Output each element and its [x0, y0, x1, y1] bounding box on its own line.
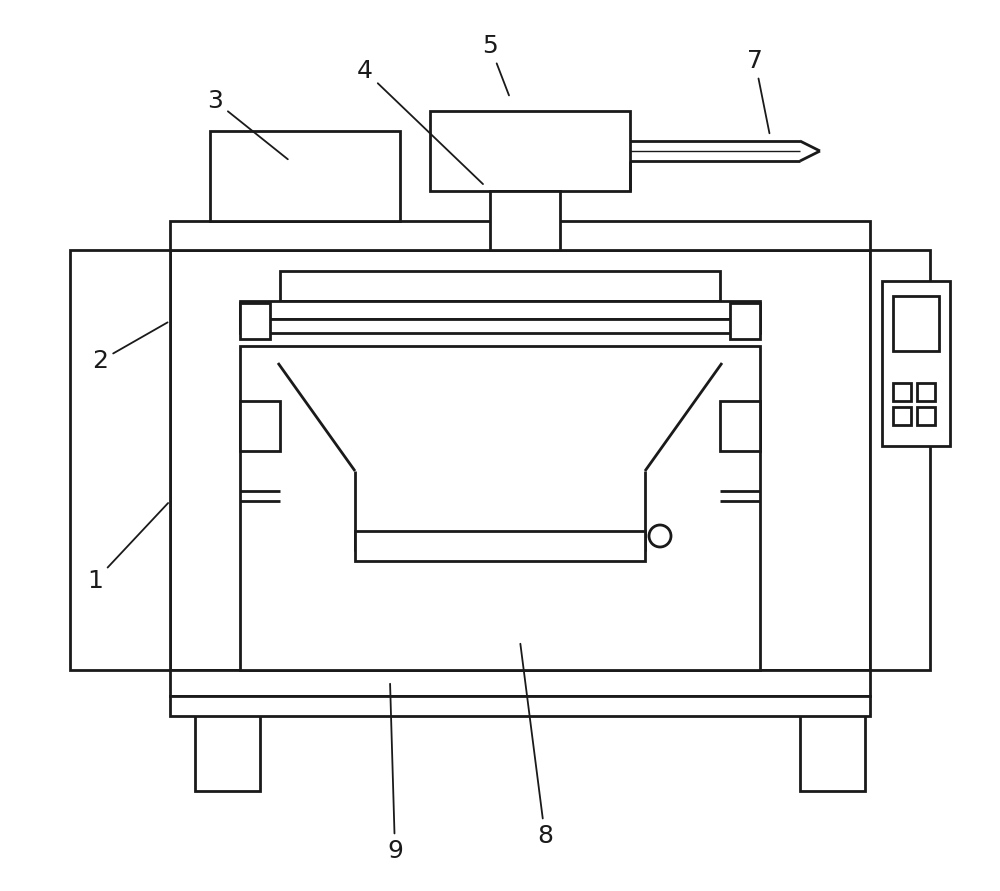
Bar	[870, 250, 930, 670]
Bar	[490, 191, 560, 250]
Text: 7: 7	[747, 49, 769, 134]
Bar	[210, 131, 400, 221]
Text: 2: 2	[92, 323, 168, 373]
Bar	[730, 303, 760, 339]
Bar	[240, 319, 760, 333]
Bar	[240, 301, 760, 319]
Bar	[70, 250, 170, 670]
Bar	[917, 383, 935, 401]
Text: 9: 9	[387, 683, 403, 863]
Bar	[917, 407, 935, 425]
Bar	[720, 401, 760, 451]
Bar	[170, 696, 870, 716]
Bar	[882, 281, 950, 446]
Bar	[430, 111, 630, 191]
Bar	[280, 271, 720, 301]
Text: 4: 4	[357, 59, 483, 184]
Bar	[893, 296, 939, 351]
Bar	[240, 303, 270, 339]
Bar	[893, 383, 911, 401]
Text: 3: 3	[207, 89, 288, 159]
Bar	[170, 221, 870, 250]
Text: 5: 5	[482, 34, 509, 95]
Bar	[800, 670, 865, 791]
Bar	[893, 407, 911, 425]
Text: 8: 8	[520, 644, 553, 848]
Bar	[355, 531, 645, 561]
Bar	[240, 346, 760, 670]
Text: 1: 1	[87, 503, 168, 593]
Bar	[170, 670, 870, 696]
Bar	[170, 250, 870, 670]
Bar	[195, 670, 260, 791]
Bar	[240, 401, 280, 451]
